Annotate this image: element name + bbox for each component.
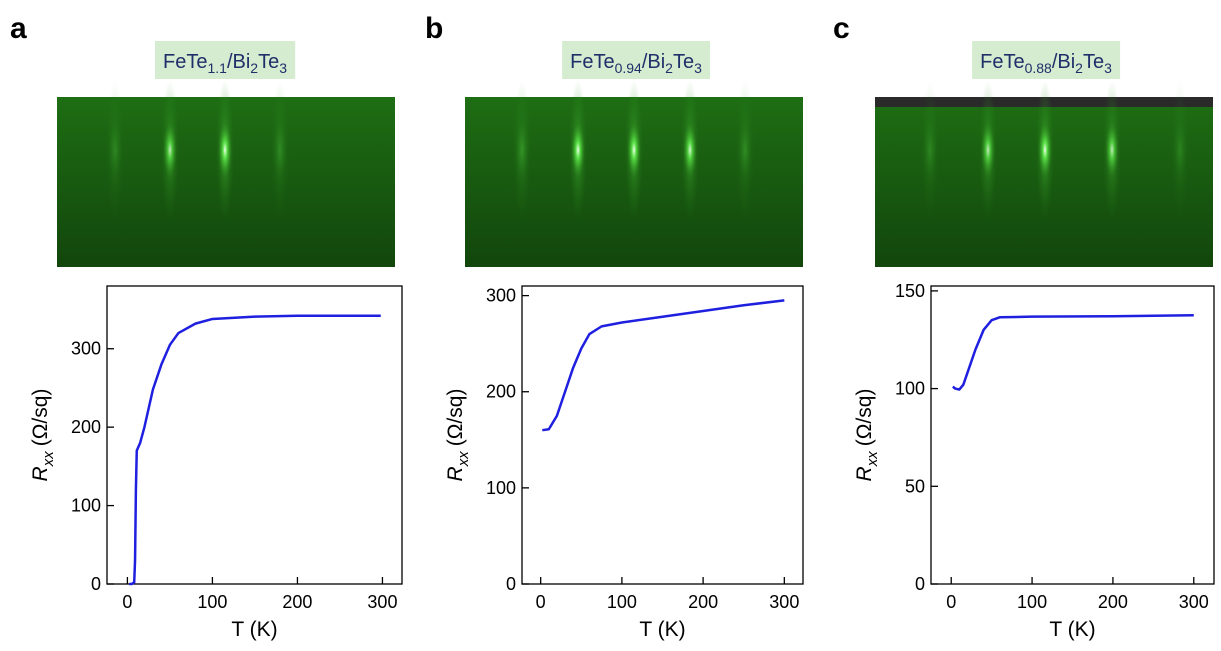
title-text: Te bbox=[673, 51, 694, 73]
y-label-subscript: xx bbox=[864, 451, 881, 468]
panel: c FeTe0.88/Bi2Te3 0 100 200 300 0 50 100 150 T (K)… bbox=[833, 12, 1215, 641]
data-line bbox=[952, 314, 1194, 391]
title-subscript: 2 bbox=[1075, 60, 1083, 76]
title-text: FeTe bbox=[980, 51, 1024, 73]
x-tick-label: 0 bbox=[122, 592, 132, 612]
plot-frame bbox=[930, 285, 1215, 585]
title-text: /Bi bbox=[642, 51, 665, 73]
y-tick-label: 0 bbox=[506, 574, 516, 594]
x-tick-label: 100 bbox=[1017, 592, 1047, 612]
title-text: /Bi bbox=[227, 51, 250, 73]
rheed-spot bbox=[163, 122, 177, 178]
y-tick-label: 150 bbox=[895, 281, 925, 301]
title-subscript: 3 bbox=[279, 60, 287, 76]
x-tick-label: 300 bbox=[1179, 592, 1209, 612]
y-label-subscript: xx bbox=[455, 451, 472, 468]
rheed-spot bbox=[627, 122, 641, 178]
data-line bbox=[129, 314, 381, 586]
rheed-images bbox=[57, 80, 1213, 267]
y-label-text: R bbox=[444, 466, 467, 481]
rheed-spot bbox=[981, 122, 995, 178]
y-axis-label: Rxx (Ω/sq) bbox=[29, 389, 57, 482]
rheed-spot bbox=[923, 122, 937, 178]
title-text: Te bbox=[258, 51, 279, 73]
x-axis-label: T (K) bbox=[231, 618, 277, 641]
y-label-text: (Ω/sq) bbox=[853, 389, 876, 447]
title-subscript: 0.88 bbox=[1025, 60, 1052, 76]
title-text: /Bi bbox=[1052, 51, 1075, 73]
y-tick-label: 200 bbox=[486, 382, 516, 402]
rheed-spot bbox=[1038, 122, 1052, 178]
y-label-text: R bbox=[853, 466, 876, 481]
y-tick-label: 100 bbox=[895, 379, 925, 399]
title-text: FeTe bbox=[570, 51, 614, 73]
y-tick-label: 300 bbox=[71, 339, 101, 359]
chart-title: FeTe0.94/Bi2Te3 bbox=[570, 51, 702, 76]
rheed-spot bbox=[273, 122, 287, 178]
chart-title: FeTe0.88/Bi2Te3 bbox=[980, 51, 1112, 76]
panel: b FeTe0.94/Bi2Te3 0 100 200 300 0 100 200 300 T (K… bbox=[425, 12, 804, 641]
title-subscript: 3 bbox=[694, 60, 702, 76]
title-box bbox=[155, 41, 296, 79]
y-label-subscript: xx bbox=[40, 451, 57, 468]
y-tick-label: 200 bbox=[71, 417, 101, 437]
panel-label: b bbox=[425, 12, 443, 45]
y-tick-label: 0 bbox=[91, 574, 101, 594]
title-subscript: 3 bbox=[1104, 60, 1112, 76]
y-tick-label: 100 bbox=[486, 478, 516, 498]
rheed-spot bbox=[1173, 122, 1187, 178]
y-tick-label: 0 bbox=[915, 574, 925, 594]
plot-frame bbox=[106, 285, 403, 585]
y-axis-label: Rxx (Ω/sq) bbox=[444, 389, 472, 482]
plot-frame bbox=[521, 285, 804, 585]
rheed-spot bbox=[571, 122, 585, 178]
data-line bbox=[542, 299, 785, 432]
x-tick-label: 100 bbox=[607, 592, 637, 612]
x-tick-label: 0 bbox=[946, 592, 956, 612]
title-text: Te bbox=[1083, 51, 1104, 73]
x-tick-label: 300 bbox=[367, 592, 397, 612]
rheed-spot bbox=[218, 122, 232, 178]
title-text: FeTe bbox=[163, 51, 207, 73]
rheed-spot bbox=[515, 122, 529, 178]
panel: a FeTe1.1/Bi2Te3 0 100 200 300 0 100 200 300 T (K)… bbox=[10, 12, 403, 641]
x-tick-label: 200 bbox=[282, 592, 312, 612]
title-subscript: 2 bbox=[665, 60, 673, 76]
x-tick-label: 200 bbox=[688, 592, 718, 612]
y-tick-label: 300 bbox=[486, 286, 516, 306]
x-axis-label: T (K) bbox=[639, 618, 685, 641]
y-tick-label: 50 bbox=[905, 476, 925, 496]
y-label-text: (Ω/sq) bbox=[444, 389, 467, 447]
y-tick-label: 100 bbox=[71, 496, 101, 516]
y-axis-label: Rxx (Ω/sq) bbox=[853, 389, 881, 482]
x-tick-label: 0 bbox=[536, 592, 546, 612]
title-box bbox=[562, 41, 711, 79]
x-tick-label: 300 bbox=[769, 592, 799, 612]
chart-title: FeTe1.1/Bi2Te3 bbox=[163, 51, 287, 76]
title-subscript: 0.94 bbox=[615, 60, 642, 76]
y-label-text: (Ω/sq) bbox=[29, 389, 52, 447]
panel-label: a bbox=[10, 12, 27, 45]
rheed-spot bbox=[1105, 122, 1119, 178]
title-box bbox=[972, 41, 1121, 79]
rheed-spot bbox=[108, 122, 122, 178]
x-axis-label: T (K) bbox=[1049, 618, 1095, 641]
rheed-spot bbox=[738, 122, 752, 178]
x-tick-label: 100 bbox=[197, 592, 227, 612]
x-tick-label: 200 bbox=[1098, 592, 1128, 612]
rheed-spot bbox=[683, 122, 697, 178]
y-label-text: R bbox=[29, 466, 52, 481]
title-subscript: 2 bbox=[250, 60, 258, 76]
panel-label: c bbox=[833, 12, 850, 45]
title-subscript: 1.1 bbox=[207, 60, 227, 76]
